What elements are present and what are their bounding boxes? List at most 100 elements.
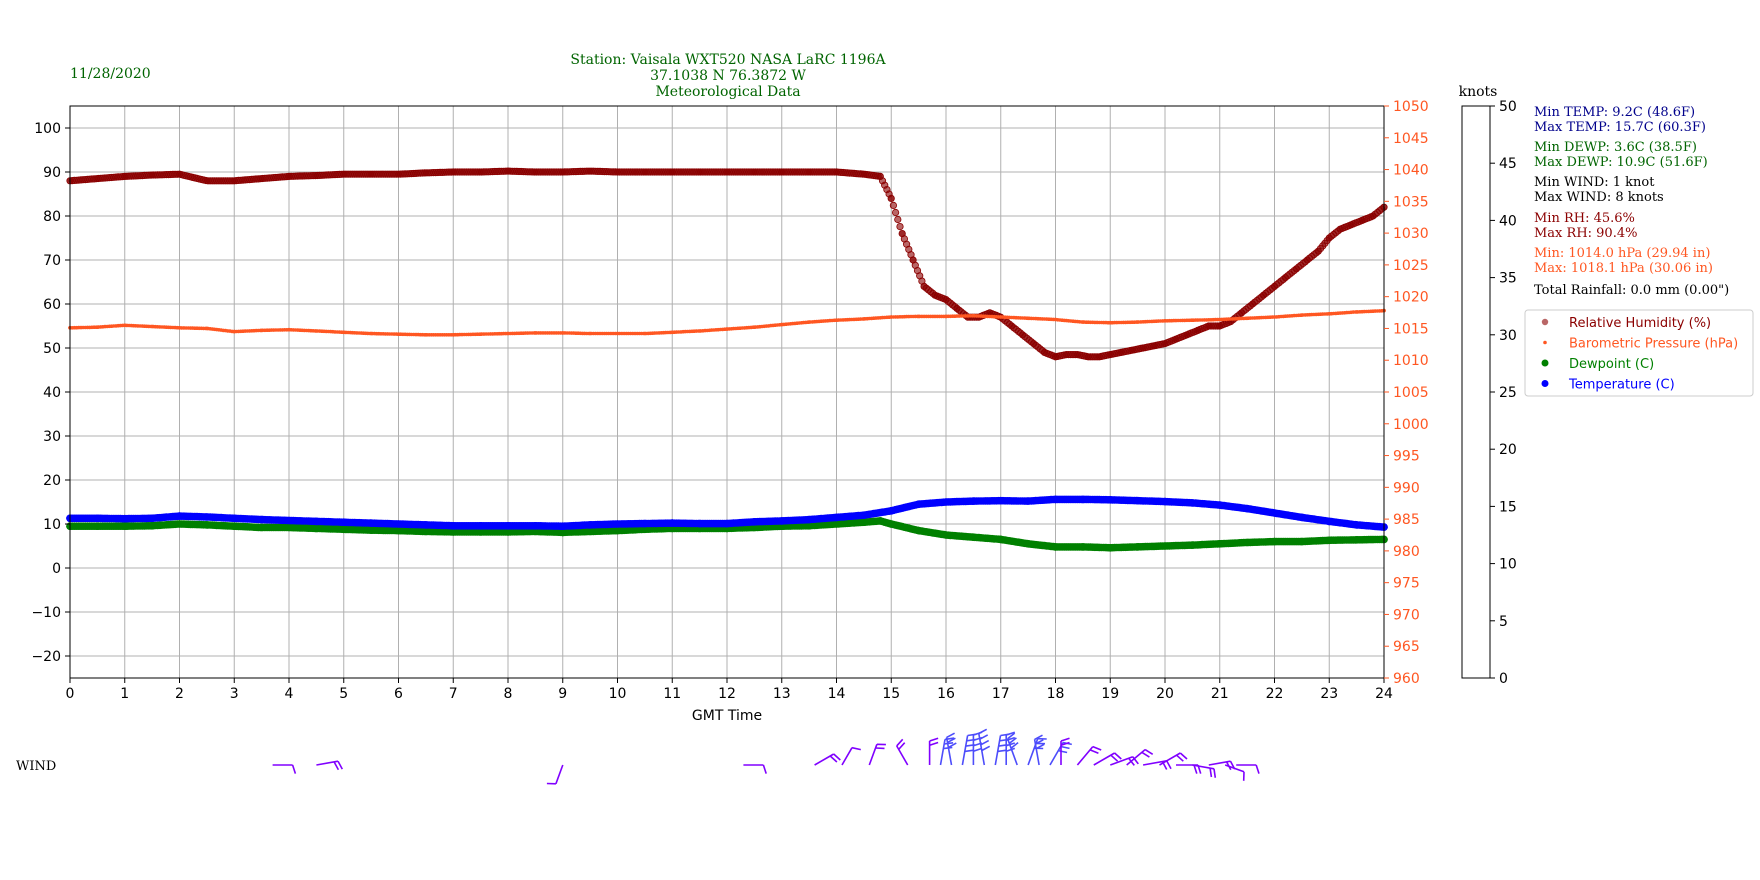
series-point <box>1161 340 1169 347</box>
series-point <box>367 519 375 527</box>
series-point <box>394 526 403 535</box>
series-point <box>123 323 127 328</box>
series-point <box>1163 319 1167 323</box>
series-point <box>148 514 156 523</box>
y-right-tick-label: 1005 <box>1393 385 1429 401</box>
series-point <box>641 525 649 534</box>
series-point <box>1188 541 1197 549</box>
series-point <box>1161 497 1169 506</box>
series-point <box>1249 300 1256 308</box>
x-tick-label: 2 <box>175 686 184 702</box>
x-tick-label: 5 <box>339 686 348 702</box>
series-point <box>910 256 917 264</box>
series-point <box>695 519 704 528</box>
x-tick-label: 1 <box>120 686 129 702</box>
x-tick-label: 7 <box>449 686 458 702</box>
series-point <box>449 522 458 530</box>
y-left-tick-label: −10 <box>31 605 61 621</box>
series-point <box>449 528 458 536</box>
wind-barb <box>1060 737 1070 765</box>
series-point <box>670 330 675 335</box>
series-point <box>506 331 510 336</box>
series-point <box>231 177 238 184</box>
series-point <box>394 520 403 528</box>
legend-label: Dewpoint (C) <box>1569 357 1654 372</box>
series-point <box>641 519 649 528</box>
wind-barb <box>978 728 991 766</box>
series-point <box>944 314 948 319</box>
data-point <box>889 201 898 209</box>
colorbar-tick-label: 30 <box>1499 328 1517 344</box>
data-point <box>894 215 902 224</box>
series-point <box>1354 310 1359 314</box>
y-left-tick-label: 90 <box>43 165 61 181</box>
series-point <box>641 168 649 176</box>
series-point <box>1063 351 1070 358</box>
x-tick-label: 17 <box>992 686 1010 702</box>
series-point <box>1053 317 1058 322</box>
colorbar-label: knots <box>1459 84 1498 100</box>
series-point <box>1218 317 1222 322</box>
series-point <box>1216 322 1224 330</box>
y-left-tick-label: 60 <box>43 297 61 313</box>
series-point <box>1079 495 1087 504</box>
series-point <box>1052 353 1059 360</box>
series-point <box>1190 318 1195 323</box>
series-point <box>697 329 702 333</box>
series-point <box>1325 517 1334 526</box>
series-point <box>258 175 265 182</box>
series-point <box>532 168 539 176</box>
series-point <box>340 525 348 534</box>
stat-line: Total Rainfall: 0.0 mm (0.00") <box>1534 283 1729 298</box>
series-point <box>203 513 211 521</box>
wind-barb <box>1093 752 1122 766</box>
series-point <box>121 173 128 180</box>
series-point <box>1183 331 1191 338</box>
series-point <box>668 519 677 527</box>
series-point <box>887 507 896 515</box>
colorbar-tick-label: 45 <box>1499 156 1517 172</box>
series-point <box>1216 501 1224 509</box>
stat-line: Max TEMP: 15.7C (60.3F) <box>1534 120 1706 135</box>
series-point <box>531 522 540 530</box>
series-point <box>778 517 786 525</box>
series-point <box>969 497 978 505</box>
series-point <box>1243 504 1251 513</box>
series-point <box>1096 353 1103 360</box>
y-right-tick-label: 965 <box>1393 639 1420 655</box>
wind-barb <box>814 753 841 766</box>
y-right-tick-label: 975 <box>1393 576 1420 592</box>
series-point <box>889 315 894 319</box>
series-point <box>95 325 100 330</box>
series-point <box>1026 316 1030 321</box>
y-left-tick-label: 0 <box>52 561 61 577</box>
x-tick-label: 4 <box>285 686 294 702</box>
series-point <box>876 517 885 525</box>
wind-barb <box>272 764 297 774</box>
series-point <box>887 520 896 528</box>
series-point <box>395 171 402 178</box>
series-point <box>953 305 961 312</box>
series-point <box>285 523 293 532</box>
series-point <box>422 169 430 177</box>
wind-barb <box>896 738 909 766</box>
series-point <box>1085 353 1092 360</box>
series-point <box>1135 320 1140 324</box>
series-point <box>559 522 567 530</box>
series-point <box>999 315 1003 319</box>
x-tick-label: 21 <box>1211 686 1229 702</box>
series-point <box>177 326 182 330</box>
series-point <box>257 523 266 532</box>
date-label: 11/28/2020 <box>70 66 151 82</box>
series-point <box>750 518 759 526</box>
series-point <box>914 526 923 535</box>
series-point <box>969 533 978 541</box>
series-point <box>369 331 373 336</box>
series-point <box>1358 217 1366 224</box>
series-point <box>504 167 512 175</box>
series-point <box>1019 331 1026 338</box>
series-point <box>1030 340 1037 347</box>
series-point <box>877 173 884 180</box>
y-left-tick-label: 80 <box>43 209 61 225</box>
wind-barb <box>841 746 861 766</box>
